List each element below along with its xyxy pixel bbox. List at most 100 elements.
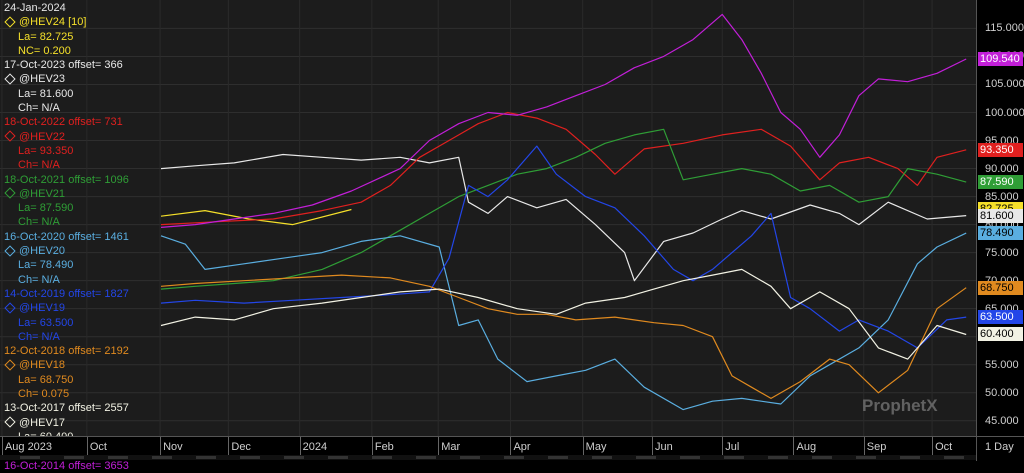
x-tick-mark (160, 437, 162, 457)
legend-change-value: Ch= N/A (18, 216, 60, 229)
legend-symbol-row[interactable]: @HEV20 (4, 244, 129, 258)
legend-offset-header: 18-Oct-2021 offset= 1096 (4, 173, 129, 186)
y-tick-label: 90.000 (985, 162, 1019, 175)
x-tick-label: Aug 2023 (4, 441, 53, 453)
last-value-badge: 109.540 (978, 52, 1023, 67)
diamond-icon (4, 416, 16, 428)
x-tick-mark (582, 437, 584, 457)
diamond-icon (4, 187, 16, 200)
legend-last-value: La= 87.590 (18, 202, 74, 215)
diamond-icon (4, 359, 16, 371)
legend-symbol-row[interactable]: @HEV23 (4, 72, 129, 86)
scrollbar-tick (944, 456, 964, 459)
legend-change-value: Ch= N/A (18, 159, 60, 172)
x-tick-label: Aug (796, 441, 817, 453)
scrollbar-tick (504, 456, 524, 459)
scrollbar-tick (768, 456, 788, 459)
legend-symbol: @HEV18 (19, 359, 66, 372)
legend-last-value: La= 78.490 (18, 259, 74, 272)
x-tick-mark (793, 437, 795, 457)
diamond-icon (4, 16, 16, 28)
x-tick-label: Feb (374, 441, 394, 453)
diamond-icon (4, 244, 16, 257)
legend-offset-header: 17-Oct-2023 offset= 366 (4, 59, 123, 72)
series-line-6 (160, 274, 967, 399)
x-tick-label: Sep (866, 441, 887, 453)
last-value-badge: 60.400 (978, 327, 1023, 342)
scrollbar-tick (680, 456, 700, 459)
legend-symbol-row[interactable]: @HEV17 (4, 416, 129, 430)
y-tick-label: 75.000 (985, 246, 1019, 259)
period-selector[interactable]: 1 Day (976, 436, 1024, 461)
scrollbar-tick (900, 456, 920, 459)
legend-last-value: La= 68.750 (18, 373, 74, 386)
scrollbar-tick (416, 456, 436, 459)
scrollbar-tick (152, 456, 172, 459)
x-tick-label: Nov (163, 441, 183, 453)
time-scrollbar[interactable] (0, 455, 976, 460)
diamond-icon (4, 130, 16, 142)
x-tick-mark (932, 437, 934, 457)
y-tick-label: 100.000 (985, 106, 1024, 119)
scrollbar-tick (812, 456, 832, 459)
legend-symbol-row[interactable]: @HEV24 [10] (4, 15, 129, 29)
x-tick-mark (299, 437, 301, 457)
legend-symbol-row[interactable]: @HEV19 (4, 301, 129, 315)
scrollbar-tick (64, 456, 84, 459)
y-tick-label: 105.000 (985, 78, 1024, 91)
legend-offset-header: 13-Oct-2017 offset= 2557 (4, 402, 129, 415)
scrollbar-tick (548, 456, 568, 459)
legend-symbol-row[interactable]: @HEV21 (4, 187, 129, 201)
scrollbar-tick (636, 456, 656, 459)
series-line-7 (160, 268, 967, 360)
scrollbar-tick (284, 456, 304, 459)
x-tick-label: Apr (513, 441, 531, 453)
legend-offset-header: 18-Oct-2022 offset= 731 (4, 116, 123, 129)
scrollbar-tick (108, 456, 128, 459)
x-tick-mark (510, 437, 512, 457)
x-tick-label: Jul (725, 441, 740, 453)
scrollbar-tick (328, 456, 348, 459)
legend-offset-header: 14-Oct-2019 offset= 1827 (4, 287, 129, 300)
legend-symbol: @HEV17 (19, 416, 66, 429)
legend-change-value: Ch= N/A (18, 102, 60, 115)
legend-last-value: La= 82.725 (18, 30, 74, 43)
x-tick-mark (438, 437, 440, 457)
legend-symbol: @HEV19 (19, 302, 66, 315)
last-value-badge: 78.490 (978, 226, 1023, 241)
legend-symbol: @HEV21 (19, 187, 66, 200)
x-tick-mark (1, 437, 3, 457)
legend-symbol-row[interactable]: @HEV18 (4, 358, 129, 372)
series-line-4 (160, 232, 967, 411)
legend-date: 24-Jan-2024 (4, 2, 66, 14)
scrollbar-tick (856, 456, 876, 459)
legend-panel: 24-Jan-2024 @HEV24 [10] La= 82.725 NC= 0.20… (4, 1, 129, 473)
legend-change-value: NC= 0.200 (18, 44, 71, 57)
legend-last-value: La= 81.600 (18, 87, 74, 100)
legend-offset-header: 16-Oct-2020 offset= 1461 (4, 230, 129, 243)
scrollbar-tick (460, 456, 480, 459)
y-tick-label: 50.000 (985, 386, 1019, 399)
last-value-badge: 68.750 (978, 280, 1023, 295)
x-tick-mark (371, 437, 373, 457)
diamond-icon (4, 73, 16, 85)
series-line-1 (160, 153, 967, 282)
plot-area[interactable]: ProphetX (0, 0, 976, 436)
prophetx-watermark: ProphetX (862, 396, 938, 415)
x-tick-mark (86, 437, 88, 457)
series-line-0 (160, 208, 352, 226)
y-axis[interactable]: 45.00050.00055.00060.00065.00070.00075.0… (976, 0, 1024, 436)
x-tick-label: Oct (935, 441, 953, 453)
y-tick-label: 85.000 (985, 190, 1019, 203)
legend-last-value: La= 63.500 (18, 316, 74, 329)
legend-change-value: Ch= N/A (18, 273, 60, 286)
legend-change-value: Ch= N/A (18, 330, 60, 343)
legend-symbol-row[interactable]: @HEV22 (4, 130, 129, 144)
y-tick-label: 45.000 (985, 414, 1019, 427)
period-label: 1 Day (985, 441, 1014, 453)
y-tick-label: 115.000 (985, 22, 1024, 35)
x-tick-label: Mar (441, 441, 461, 453)
scrollbar-tick (196, 456, 216, 459)
x-tick-mark (228, 437, 230, 457)
x-tick-mark (722, 437, 724, 457)
